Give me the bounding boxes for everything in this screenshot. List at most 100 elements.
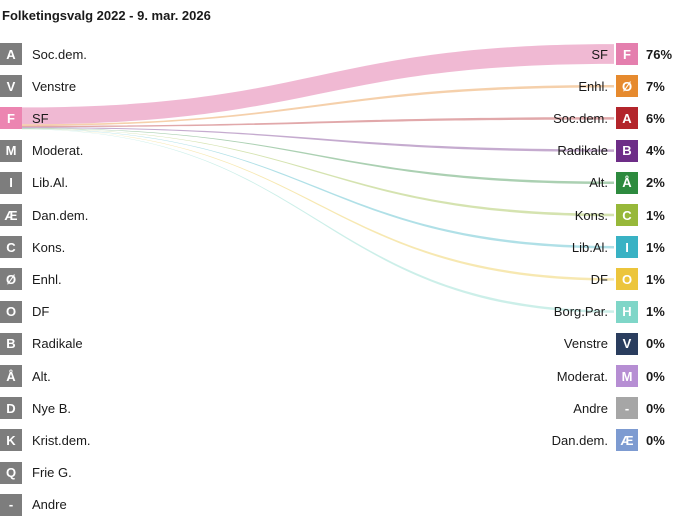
party-name: DF bbox=[32, 304, 50, 320]
flow-ribbon bbox=[22, 128, 614, 249]
flow-ribbon bbox=[22, 117, 614, 128]
destination-party-row: Andre -0% bbox=[573, 397, 692, 420]
party-badge: Q bbox=[0, 461, 22, 484]
origin-party-row: C Kons. bbox=[0, 236, 66, 259]
party-name: Andre bbox=[32, 497, 67, 513]
flow-ribbon bbox=[22, 128, 614, 185]
origin-party-row: B Radikale bbox=[0, 332, 83, 355]
flow-ribbon bbox=[22, 127, 614, 152]
destination-party-row: Moderat. M 0% bbox=[557, 365, 692, 387]
percent-label: 1% bbox=[646, 207, 665, 223]
party-badge: I bbox=[0, 171, 22, 194]
party-name: Radikale bbox=[557, 143, 608, 159]
party-badge: H bbox=[616, 300, 638, 323]
party-badge: Å bbox=[616, 171, 638, 194]
party-badge: A bbox=[0, 43, 22, 65]
party-name: Venstre bbox=[32, 78, 77, 94]
party-name: Soc.dem. bbox=[32, 46, 87, 62]
party-name: Enhl. bbox=[578, 78, 608, 94]
party-name: Frie G. bbox=[32, 465, 72, 481]
flow-ribbon bbox=[22, 44, 614, 125]
destination-party-row: Lib.Al. I 1% bbox=[571, 236, 692, 259]
origin-party-row: Ø Enhl. bbox=[0, 268, 62, 291]
destination-party-row: Radikale B 4% bbox=[557, 139, 692, 162]
percent-label: 1% bbox=[646, 271, 665, 287]
party-badge: M bbox=[0, 139, 22, 162]
party-name: DF bbox=[590, 271, 608, 287]
party-badge: I bbox=[616, 236, 638, 259]
origin-party-row: Q Frie G. bbox=[0, 461, 72, 484]
party-badge: Æ bbox=[616, 429, 638, 452]
percent-label: 2% bbox=[646, 175, 665, 191]
party-name: Alt. bbox=[32, 368, 51, 384]
destination-party-row: Soc.dem. A 6% bbox=[553, 107, 692, 130]
percent-label: 1% bbox=[646, 239, 665, 255]
party-badge: O bbox=[0, 300, 22, 323]
percent-label: 76% bbox=[646, 46, 673, 62]
party-name: Dan.dem. bbox=[551, 432, 608, 448]
party-badge: M bbox=[616, 365, 638, 387]
party-name: Lib.Al. bbox=[32, 175, 69, 191]
origin-party-row: M Moderat. bbox=[0, 139, 84, 162]
party-badge: B bbox=[0, 332, 22, 355]
percent-label: 1% bbox=[646, 304, 665, 320]
party-badge: V bbox=[0, 75, 22, 98]
party-name: Dan.dem. bbox=[32, 207, 89, 223]
party-badge: - bbox=[616, 397, 638, 420]
party-name: SF bbox=[591, 46, 608, 62]
party-badge: O bbox=[616, 268, 638, 291]
destination-party-row: Dan.dem. Æ 0% bbox=[551, 429, 692, 452]
party-badge: Ø bbox=[0, 268, 22, 291]
percent-label: 0% bbox=[646, 368, 665, 384]
origin-party-row: I Lib.Al. bbox=[0, 171, 69, 194]
party-badge: F bbox=[616, 43, 638, 65]
percent-label: 6% bbox=[646, 110, 665, 126]
party-badge: Ø bbox=[616, 75, 638, 98]
party-badge: C bbox=[0, 236, 22, 259]
percent-label: 4% bbox=[646, 143, 665, 159]
party-badge: K bbox=[0, 429, 22, 452]
party-name: Enhl. bbox=[32, 271, 62, 287]
origin-party-row: D Nye B. bbox=[0, 397, 72, 420]
origin-party-row: V Venstre bbox=[0, 75, 77, 98]
origin-party-row: Å Alt. bbox=[0, 365, 51, 387]
party-badge: - bbox=[0, 493, 22, 516]
origin-party-row: A Soc.dem. bbox=[0, 43, 87, 65]
party-name: Krist.dem. bbox=[32, 432, 91, 448]
percent-label: 7% bbox=[646, 78, 665, 94]
origin-party-row: K Krist.dem. bbox=[0, 429, 91, 452]
chart-title: Folketingsvalg 2022 - 9. mar. 2026 bbox=[2, 8, 211, 23]
origin-party-row: O DF bbox=[0, 300, 50, 323]
destination-party-row: Enhl. Ø 7% bbox=[578, 75, 692, 98]
destination-party-row: Alt. Å 2% bbox=[589, 171, 692, 194]
flow-ribbon bbox=[22, 84, 614, 126]
party-name: Kons. bbox=[32, 239, 66, 255]
party-badge: A bbox=[616, 107, 638, 130]
party-name: Borg.Par. bbox=[553, 304, 608, 320]
party-name: Lib.Al. bbox=[571, 239, 608, 255]
party-badge: B bbox=[616, 139, 638, 162]
flow-ribbon bbox=[22, 128, 614, 281]
party-badge: D bbox=[0, 397, 22, 420]
party-name: Andre bbox=[573, 400, 608, 416]
percent-label: 0% bbox=[646, 432, 665, 448]
origin-party-row: - Andre bbox=[0, 493, 67, 516]
percent-label: 0% bbox=[646, 336, 665, 352]
party-badge: C bbox=[616, 204, 638, 226]
party-name: Radikale bbox=[32, 336, 83, 352]
destination-party-row: Venstre V 0% bbox=[563, 332, 692, 355]
destination-party-row: Kons. C 1% bbox=[575, 204, 692, 226]
party-name: Nye B. bbox=[32, 400, 72, 416]
party-badge: Æ bbox=[0, 204, 22, 226]
party-name: Venstre bbox=[563, 336, 608, 352]
destination-party-row: SF F 76% bbox=[591, 43, 692, 65]
party-badge: Å bbox=[0, 365, 22, 387]
party-name: Moderat. bbox=[32, 143, 84, 159]
party-name: SF bbox=[32, 110, 49, 126]
party-name: Moderat. bbox=[556, 368, 608, 384]
party-badge: F bbox=[0, 107, 22, 130]
destination-party-row: DF O 1% bbox=[590, 268, 692, 291]
party-badge: V bbox=[616, 332, 638, 355]
destination-party-row: Borg.Par. H 1% bbox=[553, 300, 692, 323]
